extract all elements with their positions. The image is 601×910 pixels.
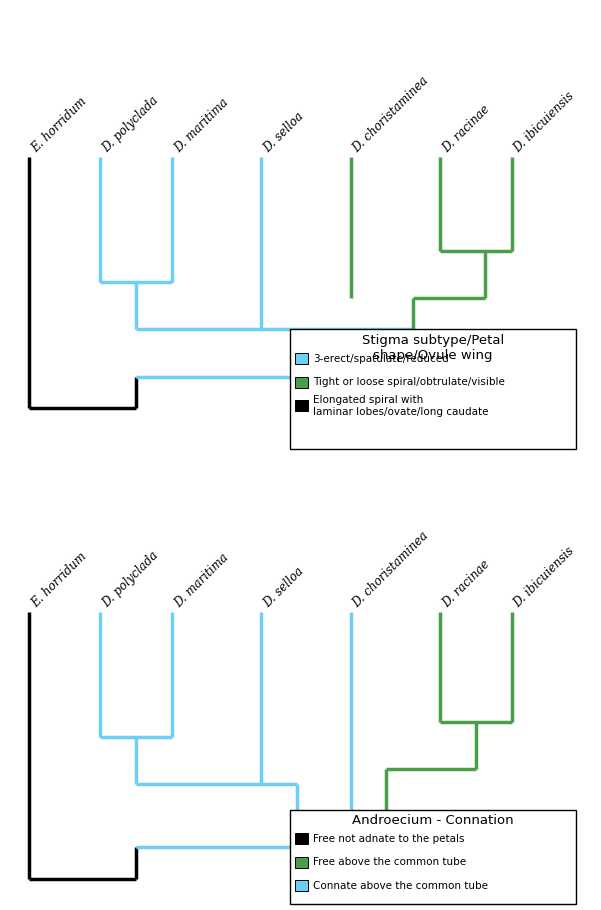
Text: D. polyclada: D. polyclada — [100, 550, 161, 611]
Text: Connate above the common tube: Connate above the common tube — [313, 881, 488, 891]
Text: Elongated spiral with
laminar lobes/ovate/long caudate: Elongated spiral with laminar lobes/ovat… — [313, 395, 489, 417]
FancyBboxPatch shape — [290, 329, 576, 449]
Text: Stigma subtype/Petal
shape/Ovule wing: Stigma subtype/Petal shape/Ovule wing — [362, 334, 504, 362]
Text: Free above the common tube: Free above the common tube — [313, 857, 466, 867]
Bar — [295, 834, 308, 844]
Text: E. horridum: E. horridum — [29, 96, 89, 156]
Text: D. maritima: D. maritima — [172, 96, 231, 156]
Text: D. ibicuiensis: D. ibicuiensis — [511, 545, 577, 611]
Text: Free not adnate to the petals: Free not adnate to the petals — [313, 834, 465, 844]
Text: 3-erect/spatulate/reduced: 3-erect/spatulate/reduced — [313, 354, 449, 364]
Text: D. choristaminea: D. choristaminea — [350, 75, 432, 156]
Text: Androecium - Connation: Androecium - Connation — [352, 814, 514, 827]
Bar — [295, 353, 308, 364]
Text: D. selloa: D. selloa — [261, 565, 307, 611]
Bar — [295, 377, 308, 388]
Text: D. ibicuiensis: D. ibicuiensis — [511, 90, 577, 156]
Text: D. racinae: D. racinae — [440, 103, 492, 156]
Bar — [295, 400, 308, 411]
Bar — [295, 857, 308, 868]
FancyBboxPatch shape — [290, 810, 576, 904]
Text: D. selloa: D. selloa — [261, 110, 307, 156]
Bar — [295, 880, 308, 891]
Text: D. racinae: D. racinae — [440, 558, 492, 611]
Text: D. maritima: D. maritima — [172, 551, 231, 611]
Text: D. choristaminea: D. choristaminea — [350, 530, 432, 611]
Text: E. horridum: E. horridum — [29, 551, 89, 611]
Text: Tight or loose spiral/obtrulate/visible: Tight or loose spiral/obtrulate/visible — [313, 378, 505, 387]
Text: D. polyclada: D. polyclada — [100, 95, 161, 156]
